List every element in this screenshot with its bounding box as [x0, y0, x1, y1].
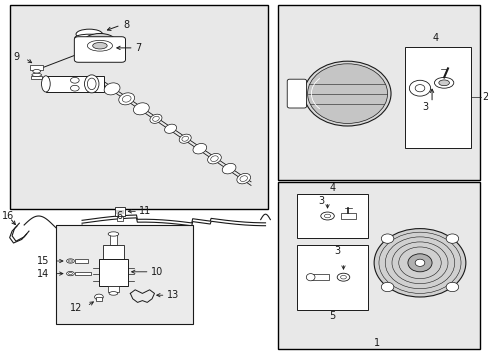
Ellipse shape [66, 259, 74, 263]
Text: 11: 11 [139, 206, 151, 216]
Ellipse shape [179, 134, 191, 143]
Circle shape [414, 259, 424, 266]
Circle shape [304, 61, 390, 126]
Ellipse shape [222, 163, 236, 174]
Bar [75, 259, 88, 263]
Ellipse shape [438, 80, 448, 86]
Ellipse shape [76, 29, 102, 39]
Text: 3: 3 [422, 102, 428, 112]
Text: 2: 2 [482, 92, 488, 102]
Bar [75, 272, 91, 275]
Ellipse shape [305, 274, 314, 281]
Ellipse shape [150, 114, 162, 123]
Circle shape [307, 64, 387, 123]
Bar [115, 207, 124, 216]
Bar [30, 65, 43, 70]
Text: 9: 9 [13, 52, 19, 62]
Bar [296, 194, 367, 238]
Text: 3: 3 [318, 196, 324, 206]
Circle shape [445, 234, 458, 243]
Ellipse shape [164, 124, 176, 133]
Text: 1: 1 [373, 338, 379, 348]
Ellipse shape [70, 85, 79, 91]
Circle shape [373, 229, 465, 297]
Text: 10: 10 [151, 267, 163, 277]
Ellipse shape [193, 144, 206, 154]
Bar [56, 225, 193, 324]
Text: 5: 5 [328, 311, 335, 321]
Text: 12: 12 [70, 303, 82, 313]
Ellipse shape [133, 103, 149, 115]
Bar [10, 5, 267, 209]
Ellipse shape [119, 93, 134, 105]
Circle shape [408, 80, 430, 96]
Bar [277, 5, 479, 180]
Bar [96, 297, 102, 301]
Bar [277, 182, 479, 349]
Bar [31, 76, 42, 79]
Text: 16: 16 [2, 211, 15, 221]
Bar [109, 234, 117, 245]
FancyBboxPatch shape [286, 79, 306, 108]
Bar [404, 47, 470, 148]
Ellipse shape [433, 77, 453, 88]
Ellipse shape [66, 271, 74, 276]
FancyBboxPatch shape [74, 37, 125, 62]
Bar [310, 274, 328, 280]
Ellipse shape [84, 75, 99, 93]
Circle shape [381, 234, 393, 243]
Ellipse shape [32, 73, 41, 77]
Ellipse shape [41, 76, 50, 92]
Ellipse shape [320, 212, 334, 220]
Ellipse shape [108, 232, 119, 236]
Bar [99, 259, 128, 286]
Ellipse shape [109, 292, 118, 295]
Text: 6: 6 [117, 211, 122, 221]
Ellipse shape [83, 33, 116, 51]
Ellipse shape [337, 273, 349, 281]
Text: 3: 3 [334, 246, 340, 256]
Ellipse shape [104, 83, 120, 95]
Ellipse shape [236, 174, 250, 184]
Text: 4: 4 [431, 33, 437, 43]
Text: 14: 14 [37, 269, 49, 279]
Ellipse shape [93, 42, 107, 49]
Text: 7: 7 [135, 43, 141, 53]
Circle shape [381, 282, 393, 292]
Bar [102, 245, 124, 259]
Text: 15: 15 [37, 256, 49, 266]
Circle shape [407, 254, 431, 272]
Text: 4: 4 [328, 183, 335, 193]
Ellipse shape [75, 34, 103, 41]
Ellipse shape [87, 78, 96, 90]
Bar [46, 76, 103, 92]
Circle shape [445, 282, 458, 292]
Ellipse shape [94, 294, 103, 300]
Ellipse shape [207, 153, 221, 164]
Ellipse shape [33, 69, 41, 73]
Bar [117, 216, 122, 221]
Bar [107, 286, 119, 292]
Bar [296, 245, 367, 310]
Bar [340, 213, 355, 219]
Text: 13: 13 [166, 290, 179, 300]
Ellipse shape [70, 77, 79, 83]
Text: 8: 8 [123, 20, 129, 30]
